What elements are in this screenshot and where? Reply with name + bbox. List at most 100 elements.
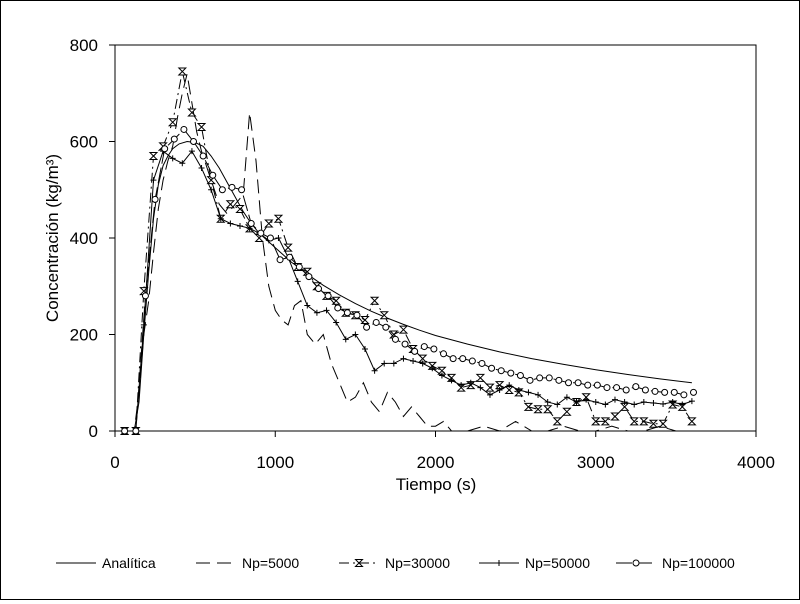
- data-point: [276, 256, 284, 264]
- y-axis-label: Concentración (kg/m³): [43, 154, 62, 322]
- data-point: [437, 366, 447, 375]
- data-point: [247, 220, 255, 228]
- series-line: [124, 71, 693, 432]
- y-tick-label: 200: [70, 326, 98, 345]
- data-point: [382, 323, 390, 331]
- data-point: [488, 364, 496, 372]
- data-point: [187, 108, 197, 117]
- data-point: [552, 417, 562, 426]
- legend-entry: Np=5000: [196, 555, 299, 571]
- data-point: [629, 417, 639, 426]
- data-point: [150, 177, 157, 184]
- data-point: [536, 374, 544, 382]
- data-point: [602, 401, 609, 408]
- legend-entry: Analítica: [56, 555, 156, 571]
- data-point: [360, 316, 370, 325]
- data-point: [398, 325, 409, 334]
- data-point: [438, 372, 445, 379]
- data-point: [648, 419, 659, 428]
- x-tick-label: 2000: [417, 453, 455, 472]
- legend-label: Analítica: [102, 555, 156, 571]
- x-tick-label: 3000: [577, 453, 615, 472]
- data-point: [688, 398, 695, 405]
- data-point: [275, 235, 282, 241]
- legend-entry: Np=100000: [616, 555, 735, 571]
- data-point: [641, 386, 649, 394]
- data-point: [313, 309, 320, 316]
- data-point: [429, 365, 436, 372]
- data-point: [610, 412, 620, 421]
- series-np-100000: [121, 125, 698, 435]
- legend-label: Np=5000: [242, 555, 299, 571]
- data-point: [218, 186, 226, 194]
- data-point: [363, 323, 371, 331]
- data-point: [516, 372, 524, 380]
- data-point: [574, 379, 582, 387]
- data-point: [369, 296, 380, 305]
- data-point: [334, 304, 342, 312]
- data-point: [121, 427, 129, 435]
- data-point: [533, 405, 543, 414]
- data-point: [459, 355, 467, 363]
- data-point: [401, 340, 409, 348]
- data-point: [565, 379, 573, 387]
- data-point: [603, 384, 611, 392]
- data-point: [286, 253, 294, 261]
- plot-area: [114, 44, 757, 432]
- data-point: [449, 355, 457, 363]
- data-point: [236, 222, 243, 229]
- data-point: [140, 321, 147, 328]
- data-point: [494, 381, 505, 390]
- series-np-50000: [121, 148, 695, 434]
- data-point: [669, 399, 676, 406]
- data-point: [199, 152, 207, 160]
- data-point: [305, 273, 313, 281]
- data-point: [167, 118, 178, 127]
- data-point: [372, 318, 380, 326]
- data-point: [687, 417, 697, 426]
- data-point: [196, 123, 207, 132]
- data-point: [324, 292, 332, 300]
- data-point: [151, 195, 159, 203]
- data-point: [198, 165, 205, 172]
- data-point: [208, 186, 215, 193]
- data-point: [535, 391, 542, 398]
- data-point: [266, 234, 274, 242]
- data-point: [177, 67, 188, 76]
- data-point: [525, 389, 532, 396]
- data-point: [273, 214, 284, 223]
- data-point: [323, 307, 330, 314]
- data-point: [238, 186, 246, 194]
- data-point: [526, 376, 534, 384]
- data-point: [148, 151, 159, 160]
- axis-layer: 0 1000 2000 3000 4000 0 200 400 600 800: [70, 36, 775, 472]
- data-point: [161, 145, 169, 153]
- y-tick-label: 400: [70, 229, 98, 248]
- data-point: [593, 381, 601, 389]
- data-point: [352, 331, 359, 338]
- legend-entry: Np=30000: [339, 555, 450, 571]
- data-point: [486, 391, 493, 398]
- data-point: [371, 367, 378, 374]
- data-point: [188, 148, 195, 155]
- data-point: [468, 357, 476, 365]
- data-point: [661, 388, 669, 396]
- data-point: [573, 399, 580, 406]
- x-tick-label: 1000: [256, 453, 294, 472]
- series-line: [124, 73, 692, 432]
- data-point: [651, 387, 659, 395]
- data-point: [563, 394, 570, 401]
- legend-label: Np=50000: [525, 555, 590, 571]
- series-np-30000: [119, 67, 697, 435]
- data-point: [680, 391, 688, 399]
- data-point: [228, 183, 236, 191]
- data-point: [257, 229, 265, 237]
- data-point: [225, 200, 236, 209]
- data-point: [562, 407, 572, 416]
- data-point: [390, 360, 397, 367]
- data-point: [264, 219, 274, 228]
- data-point: [542, 405, 553, 414]
- data-point: [333, 319, 340, 326]
- data-point: [632, 559, 640, 567]
